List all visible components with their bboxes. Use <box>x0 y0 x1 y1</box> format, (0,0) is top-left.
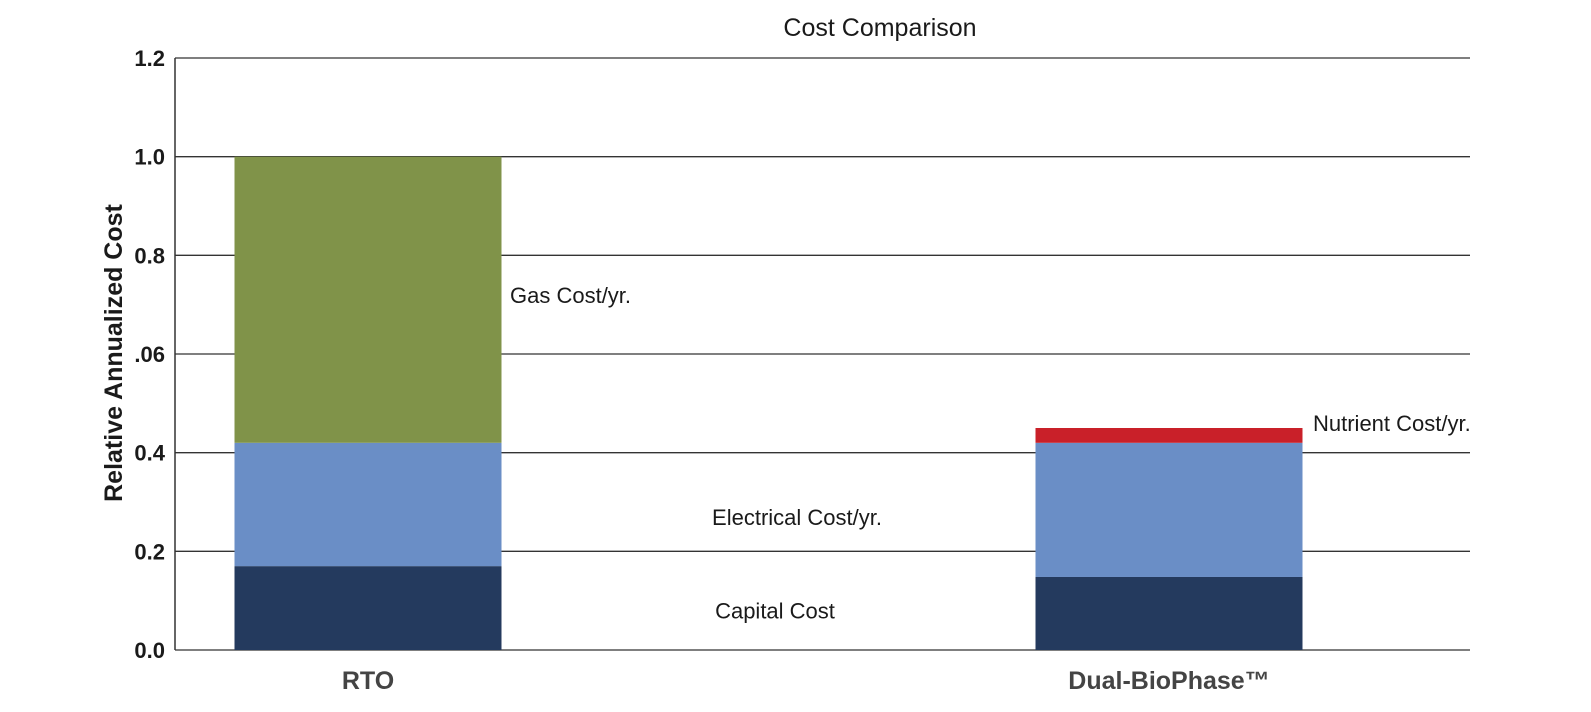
x-axis-ticks: RTO Dual-BioPhase™ <box>342 667 1270 695</box>
chart-title: Cost Comparison <box>783 14 976 42</box>
y-tick-label: 0.8 <box>134 243 165 268</box>
segment-labels: Gas Cost/yr. Electrical Cost/yr. Capital C… <box>510 283 1471 624</box>
bar-segment-gas-cost-yr <box>234 156 502 443</box>
y-tick-label: .06 <box>134 342 165 367</box>
bar-segment-capital-cost <box>234 566 502 650</box>
x-tick-label: RTO <box>342 667 394 695</box>
bar-segment-nutrient-cost-yr <box>1035 428 1303 443</box>
y-tick-label: 0.4 <box>134 441 165 466</box>
y-tick-label: 1.0 <box>134 145 165 170</box>
bar-segment-electrical-cost-yr <box>1035 442 1303 577</box>
segment-annotation: Capital Cost <box>715 599 835 624</box>
y-tick-label: 0.0 <box>134 638 165 663</box>
bar-segment-capital-cost <box>1035 576 1303 650</box>
y-axis-ticks: 0.0 0.2 0.4 .06 0.8 1.0 1.2 <box>134 46 165 663</box>
y-tick-label: 1.2 <box>134 46 165 71</box>
y-tick-label: 0.2 <box>134 539 165 564</box>
segment-annotation: Gas Cost/yr. <box>510 283 631 308</box>
y-axis-label: Relative Annualized Cost <box>100 203 128 501</box>
bar-segment-electrical-cost-yr <box>234 442 502 567</box>
bars <box>234 156 1303 650</box>
segment-annotation: Electrical Cost/yr. <box>712 505 882 530</box>
segment-annotation: Nutrient Cost/yr. <box>1313 411 1471 436</box>
x-tick-label: Dual-BioPhase™ <box>1068 667 1269 695</box>
